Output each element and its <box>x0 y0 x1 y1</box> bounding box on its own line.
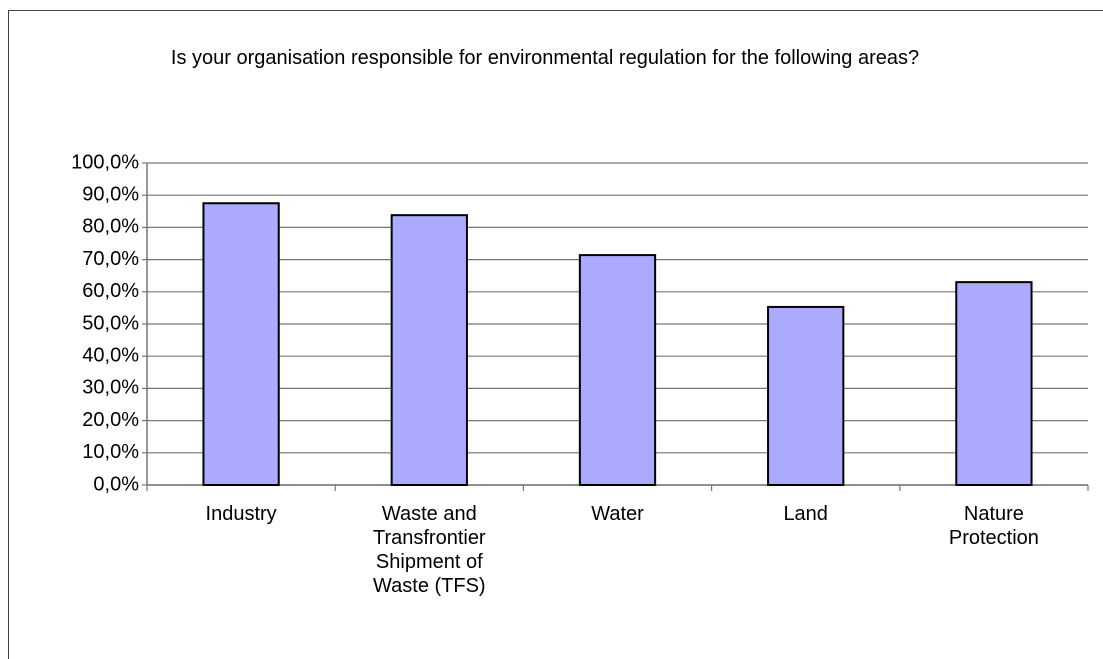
y-tick-label: 30,0% <box>82 377 139 399</box>
y-tick-label: 90,0% <box>82 183 139 205</box>
bar <box>390 214 468 486</box>
y-tick-label: 50,0% <box>82 312 139 334</box>
frame <box>8 10 1103 659</box>
bar <box>578 254 657 486</box>
y-tick-label: 40,0% <box>82 344 139 366</box>
x-tick-label: Land <box>783 503 828 525</box>
y-tick-label: 10,0% <box>82 441 139 463</box>
bar <box>202 202 280 486</box>
y-tick-label: 100,0% <box>71 151 139 173</box>
y-tick-label: 0,0% <box>93 473 139 495</box>
chart-title: Is your organisation responsible for env… <box>170 47 920 69</box>
y-tick-label: 70,0% <box>82 248 139 270</box>
bar <box>767 305 845 486</box>
x-tick-label: Water <box>591 503 644 525</box>
y-tick-label: 80,0% <box>82 216 139 238</box>
bar <box>955 281 1033 487</box>
y-tick-label: 20,0% <box>82 409 139 431</box>
y-tick-label: 60,0% <box>82 280 139 302</box>
x-tick-label: Industry <box>205 503 277 525</box>
x-tick-label: Nature Protection <box>948 503 1039 549</box>
x-tick-label: Waste and Transfrontier Shipment of Wast… <box>372 503 486 597</box>
